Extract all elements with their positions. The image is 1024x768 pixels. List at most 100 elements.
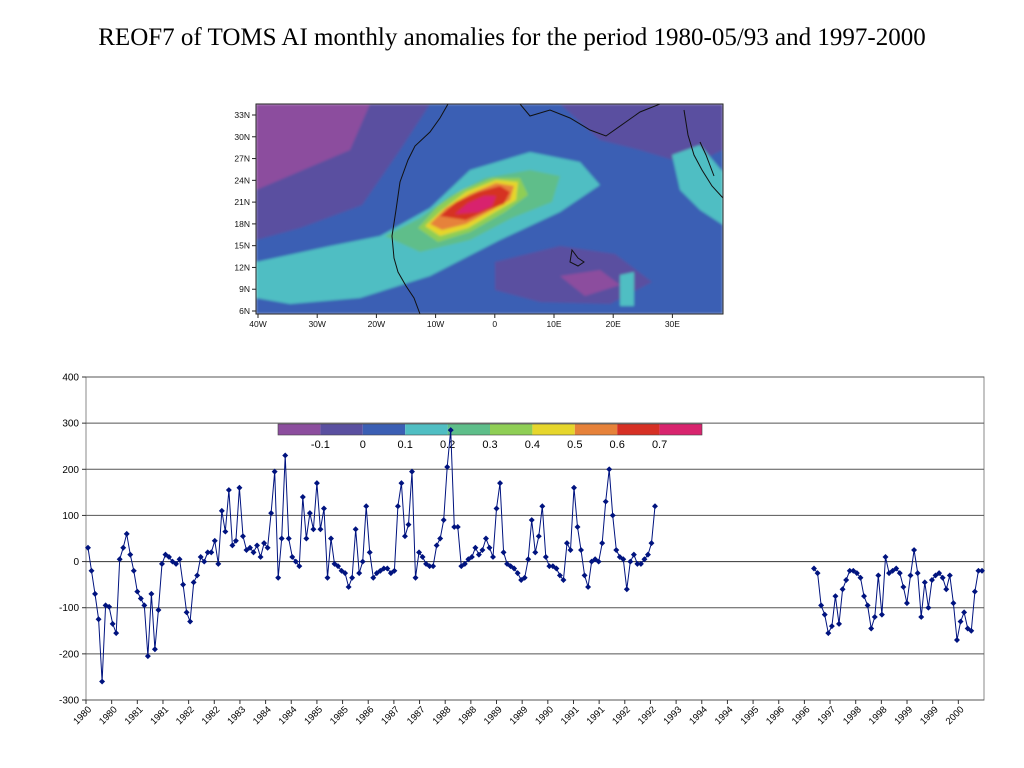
colorbar-label: -0.1 [311, 439, 330, 451]
x-tick-label: 1999 [892, 704, 915, 727]
colorbar-label: 0.6 [610, 439, 625, 451]
x-tick-label: 1980 [97, 704, 120, 727]
colorbar-swatch [617, 424, 660, 435]
series-1997-2000-line [813, 549, 982, 641]
colorbar-swatch [447, 424, 490, 435]
data-point [896, 570, 903, 577]
data-point [825, 630, 832, 637]
x-tick-label: 1984 [251, 704, 274, 727]
data-point [871, 613, 878, 620]
data-point [946, 572, 953, 579]
colorbar-label: 0 [360, 439, 366, 451]
data-point [648, 540, 655, 547]
data-point [875, 572, 882, 579]
data-point [497, 480, 504, 487]
data-point [936, 570, 943, 577]
data-point [542, 553, 549, 560]
x-tick-label: 1998 [841, 704, 864, 727]
data-point [853, 570, 860, 577]
data-point [581, 572, 588, 579]
data-point [861, 593, 868, 600]
colorbar-swatch [490, 424, 533, 435]
data-point [637, 560, 644, 567]
data-point [514, 570, 521, 577]
data-point [903, 600, 910, 607]
data-point [623, 586, 630, 593]
data-point [394, 503, 401, 510]
data-point [398, 480, 405, 487]
colorbar-swatch [405, 424, 448, 435]
data-point [814, 570, 821, 577]
lon-label: 10W [427, 319, 444, 329]
x-tick-label: 1990 [533, 704, 556, 727]
data-point [401, 533, 408, 540]
data-point [204, 549, 211, 556]
y-tick-label: 0 [73, 557, 79, 568]
x-tick-label: 1997 [815, 704, 838, 727]
colorbar-swatch [532, 424, 575, 435]
data-point [957, 618, 964, 625]
data-point [979, 567, 985, 574]
data-point [893, 565, 900, 572]
y-tick-label: -100 [59, 603, 79, 614]
data-point [911, 547, 918, 554]
data-point [409, 468, 415, 475]
data-point [148, 590, 155, 597]
lon-label: 20W [368, 319, 385, 329]
lat-label: 9N [239, 284, 250, 294]
data-point [595, 558, 602, 565]
lat-label: 33N [234, 110, 250, 120]
data-point [857, 574, 864, 581]
data-point [433, 542, 440, 549]
data-point [535, 533, 542, 540]
data-point [313, 480, 320, 487]
data-point [342, 570, 349, 577]
data-point [652, 503, 658, 510]
data-point [843, 577, 850, 583]
colorbar-swatch [362, 424, 406, 435]
data-point [134, 588, 141, 595]
x-tick-label: 1981 [148, 704, 171, 727]
x-tick-label: 1980 [71, 704, 94, 727]
data-point [155, 607, 162, 613]
data-point [352, 526, 359, 533]
map-axes: 33N 30N 27N 24N 21N 18N 15N 12N 9N 6N 40W 30W 20W 10W… [234, 110, 680, 329]
data-point [299, 494, 306, 500]
data-point [130, 567, 137, 574]
y-tick-label: -200 [59, 649, 79, 660]
data-point [190, 579, 197, 586]
data-point [975, 567, 982, 574]
x-tick-label: 1985 [328, 704, 351, 727]
colorbar-label: 0.4 [525, 439, 540, 451]
data-point [447, 427, 454, 434]
lat-label: 15N [234, 241, 250, 251]
y-tick-label: -300 [59, 696, 79, 707]
x-tick-label: 1996 [764, 704, 787, 727]
lat-label: 12N [234, 262, 250, 272]
x-tick-label: 1988 [431, 704, 454, 727]
x-tick-label: 1999 [918, 704, 941, 727]
data-point [546, 563, 553, 570]
data-point [839, 586, 846, 593]
lon-label: 20E [606, 319, 621, 329]
data-point [928, 577, 935, 583]
data-point [511, 565, 518, 572]
colorbar-label: 0.5 [567, 439, 582, 451]
colorbar-swatch [659, 424, 702, 435]
x-tick-label: 1989 [508, 704, 531, 727]
eof-spatial-map: 33N 30N 27N 24N 21N 18N 15N 12N 9N 6N 40W 30W 20W 10W… [234, 103, 724, 329]
x-tick-label: 1987 [405, 704, 428, 727]
colorbar-frame [277, 423, 703, 436]
data-point [634, 560, 641, 567]
data-point [201, 558, 208, 565]
data-point [574, 523, 581, 530]
data-point [211, 537, 218, 544]
data-point [821, 611, 828, 618]
data-point [644, 551, 651, 558]
x-tick-label: 1981 [123, 704, 146, 727]
lon-label: 10E [546, 319, 561, 329]
lon-label: 30W [308, 319, 325, 329]
y-tick-label: 300 [62, 419, 79, 430]
colorbar-label: 0.1 [398, 439, 413, 451]
